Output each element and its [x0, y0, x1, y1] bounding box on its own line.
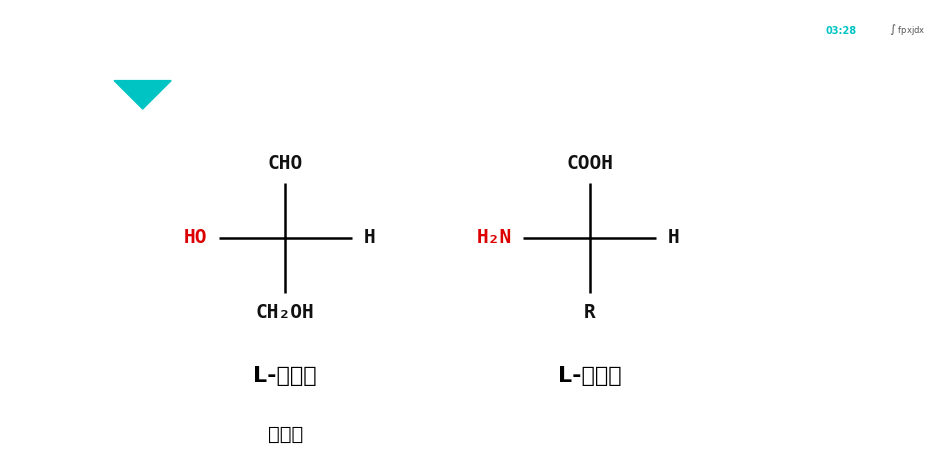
Text: COOH: COOH — [566, 154, 613, 173]
Circle shape — [808, 13, 875, 48]
Text: $\int$ fpxjdx: $\int$ fpxjdx — [888, 22, 925, 37]
Text: 高数帮: 高数帮 — [857, 54, 893, 73]
FancyBboxPatch shape — [875, 11, 939, 48]
Text: CH₂OH: CH₂OH — [256, 303, 315, 322]
Text: 1.2 L-α-氨基酸的结构通式: 1.2 L-α-氨基酸的结构通式 — [24, 24, 326, 57]
Text: 参照物: 参照物 — [267, 425, 303, 444]
Text: H₂N: H₂N — [476, 228, 512, 247]
Text: 03:28: 03:28 — [825, 26, 857, 36]
Text: HO: HO — [184, 228, 207, 247]
Text: L-氨基酸: L-氨基酸 — [558, 365, 621, 386]
Text: H: H — [363, 228, 375, 247]
Text: L-甘油醇: L-甘油醇 — [254, 365, 317, 386]
Text: H: H — [668, 228, 679, 247]
Text: R: R — [584, 303, 595, 322]
Text: CHO: CHO — [267, 154, 303, 173]
